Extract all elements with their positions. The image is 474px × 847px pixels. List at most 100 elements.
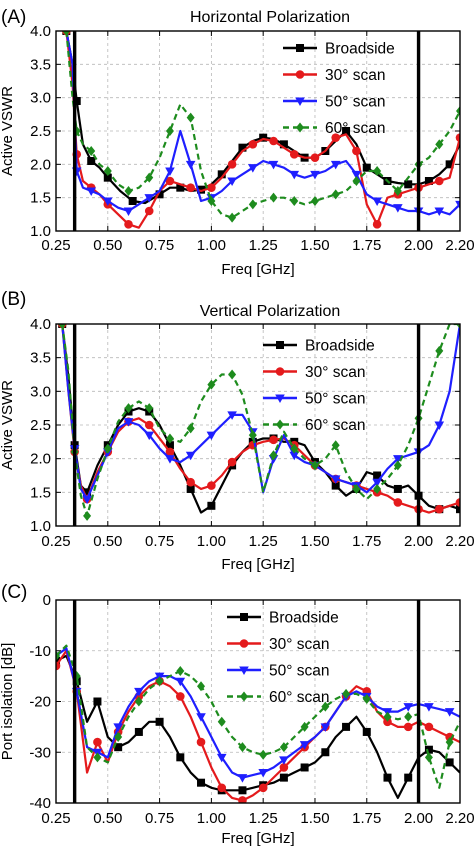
y-tick-label: 3.0 <box>30 90 51 107</box>
data-point <box>165 176 175 186</box>
data-point <box>207 501 216 510</box>
legend: Broadside 30° scan 50° scan 60° scan <box>227 610 339 706</box>
data-point <box>124 403 133 414</box>
x-tick-label: 0.50 <box>93 810 122 827</box>
data-point <box>434 421 445 430</box>
x-tick-label: 0.25 <box>41 237 70 254</box>
data-point <box>455 498 460 507</box>
x-tick-label: 1.25 <box>249 810 278 827</box>
data-point <box>175 677 186 687</box>
data-point <box>238 786 247 795</box>
data-point <box>372 197 382 206</box>
series-group <box>62 31 460 229</box>
data-point <box>238 143 247 152</box>
data-point <box>352 146 361 156</box>
data-point <box>186 112 195 123</box>
series-group <box>56 644 460 803</box>
x-tick-label: 0.50 <box>93 533 122 550</box>
y-tick-label: -40 <box>29 795 51 812</box>
data-point <box>258 769 268 778</box>
data-point <box>114 732 123 743</box>
series-line <box>56 647 460 779</box>
series-line <box>56 654 460 800</box>
data-point <box>123 418 134 427</box>
data-point <box>238 742 247 753</box>
y-tick-label: 1.0 <box>30 518 51 535</box>
data-point <box>300 721 309 732</box>
legend-marker <box>240 613 248 621</box>
data-point <box>207 196 216 206</box>
legend-marker <box>239 666 249 675</box>
data-point <box>227 177 237 186</box>
data-point <box>197 185 206 194</box>
data-point <box>238 796 247 803</box>
data-point <box>362 163 371 172</box>
data-point <box>103 166 112 176</box>
y-tick-label: 2.5 <box>30 417 51 434</box>
data-point <box>144 431 155 441</box>
y-tick-label: 4.0 <box>30 316 51 333</box>
panel-label: (B) <box>1 289 26 310</box>
legend: Broadside 30° scan 50° scan 60° scan <box>263 338 375 434</box>
data-point <box>103 443 112 454</box>
data-point <box>393 186 402 196</box>
data-point <box>128 197 137 205</box>
data-point <box>279 140 288 149</box>
data-point <box>456 106 460 116</box>
y-tick-label: 1.5 <box>30 190 51 207</box>
y-axis-label: Active VSWR <box>0 86 16 176</box>
data-point <box>445 758 454 767</box>
legend-marker <box>296 122 304 133</box>
legend-label: 30° scan <box>305 364 366 381</box>
legend-label: 30° scan <box>269 636 330 653</box>
y-tick-label: 3.5 <box>30 56 51 73</box>
x-axis-label: Freq [GHz] <box>221 261 294 278</box>
data-point <box>87 157 96 165</box>
data-point <box>176 692 185 701</box>
data-point <box>321 748 330 757</box>
data-point <box>393 460 402 471</box>
data-point <box>207 481 216 490</box>
series-line <box>61 324 460 518</box>
data-point <box>403 703 414 712</box>
data-point <box>434 176 444 186</box>
legend-label: 50° scan <box>269 663 330 680</box>
data-point <box>290 196 299 206</box>
data-point <box>269 435 278 445</box>
data-point <box>165 441 174 450</box>
data-point <box>331 133 340 142</box>
series-line <box>56 644 460 789</box>
series-line <box>56 649 460 802</box>
data-point <box>373 483 382 494</box>
data-point <box>248 164 258 173</box>
data-point <box>424 752 433 763</box>
legend-marker <box>276 419 284 430</box>
legend-marker <box>296 44 304 52</box>
data-point <box>289 451 300 461</box>
data-point <box>93 737 102 747</box>
data-point <box>165 447 175 457</box>
data-point <box>352 176 361 186</box>
panel-c: (C) 0.25 0.50 0.75 1.00 1.25 1.50 1.75 2.00 2.20 -… <box>0 582 474 847</box>
data-point <box>445 737 454 748</box>
x-axis-label: Freq [GHz] <box>221 556 294 573</box>
data-point <box>372 478 382 488</box>
data-point <box>331 440 340 451</box>
x-tick-label: 1.50 <box>300 810 329 827</box>
panel-a: (A) Horizontal Polarization 0.25 0.50 0.75 1.… <box>0 7 474 278</box>
data-point <box>269 192 278 203</box>
data-point <box>186 477 195 487</box>
data-point <box>320 723 331 732</box>
data-point <box>342 127 351 135</box>
data-point <box>310 196 319 206</box>
data-point <box>456 324 460 329</box>
x-tick-label: 1.00 <box>197 533 226 550</box>
data-point <box>279 756 289 765</box>
data-point <box>259 133 268 142</box>
legend: Broadside 30° scan 50° scan 60° scan <box>283 41 395 137</box>
data-point <box>145 403 154 414</box>
data-point <box>196 737 206 747</box>
data-point <box>155 676 164 687</box>
chart-title: Horizontal Polarization <box>190 9 350 26</box>
